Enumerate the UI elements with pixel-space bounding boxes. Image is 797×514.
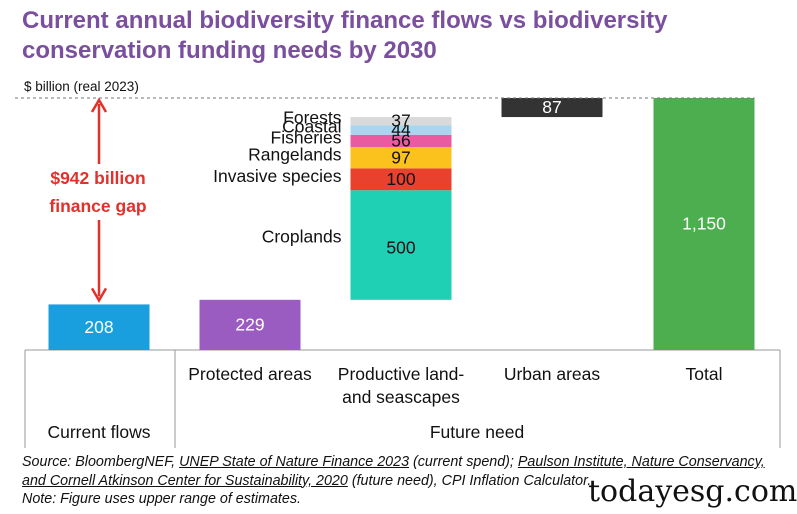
value-label: 208 [84,317,113,337]
value-label: 1,150 [682,214,726,234]
segment-label: Coastal [282,117,341,137]
note: Note: Figure uses upper range of estimat… [22,491,301,507]
source-part: Paulson Institute, Nature Conservancy, a… [22,454,765,489]
x-tick-label: Productive land- and seascapes [337,364,465,407]
y-axis-label: $ billion (real 2023) [24,79,139,94]
bar-segment [350,134,452,148]
segment-label: Rangelands [248,144,342,164]
source-part: (future need), CPI Inflation Calculator. [347,472,592,489]
x-tick-label: Total [685,364,723,384]
source-part: Source: BloombergNEF, [22,454,180,470]
segment-label: Fisheries [271,128,342,148]
value-label: 56 [391,131,410,151]
bar-segment [653,98,755,350]
source-part: (current spend); [409,454,518,470]
source-part: UNEP State of Nature Finance 2023 [179,454,410,470]
x-tick-label: Urban areas [503,364,601,384]
value-label: 100 [386,169,415,189]
x-tick-label: Protected areas [188,364,312,384]
value-label: 97 [391,147,410,167]
source: Source: BloombergNEF, UNEP State of Natu… [22,453,787,509]
segment-label: Forests [283,108,342,128]
annotation: $942 billion finance gap [36,164,160,220]
bar-segment [350,125,452,135]
x-tick-label: Current flows [47,422,151,442]
bar-segment [501,98,603,118]
chart-title: Current annual biodiversity finance flow… [22,7,668,64]
value-label: 500 [386,238,415,258]
bar-segment [350,117,452,126]
value-label: 229 [235,315,264,335]
bar-segment [350,168,452,191]
bar-segment [350,190,452,300]
segment-label: Croplands [262,227,342,247]
arrow-head [90,97,108,113]
watermark: todayesg.com [588,474,797,509]
bar-segment [350,147,452,169]
value-label: 37 [391,111,410,131]
segment-label: Invasive species [213,166,342,186]
group-label: Future need [429,422,525,442]
arrow-head [90,287,108,303]
value-label: 87 [542,97,561,117]
bar-segment [48,304,150,350]
bar-segment [199,299,301,350]
